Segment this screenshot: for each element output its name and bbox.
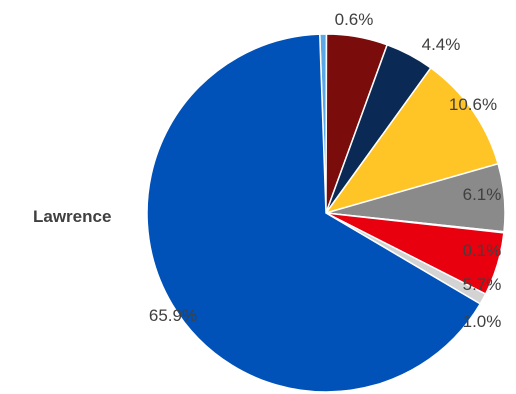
slice-label-1: 0.6% bbox=[335, 10, 374, 29]
pie-slices bbox=[146, 33, 506, 393]
slice-label-3: 4.4% bbox=[422, 35, 461, 54]
pie-slice-4 bbox=[324, 66, 500, 215]
slice-label-4: 10.6% bbox=[449, 95, 497, 114]
category-label: Lawrence bbox=[33, 207, 111, 226]
slice-label-5: 6.1% bbox=[463, 185, 502, 204]
pie-slice-labels: 0.6% 4.4% 10.6% 6.1% 0.1% 5.7% 1.0% 65.9% bbox=[149, 10, 501, 331]
slice-label-7: 5.7% bbox=[463, 275, 502, 294]
pie-slice-9 bbox=[146, 33, 482, 393]
slice-label-8: 1.0% bbox=[463, 312, 502, 331]
slice-label-9: 65.9% bbox=[149, 306, 197, 325]
slice-label-6: 0.1% bbox=[463, 241, 502, 260]
